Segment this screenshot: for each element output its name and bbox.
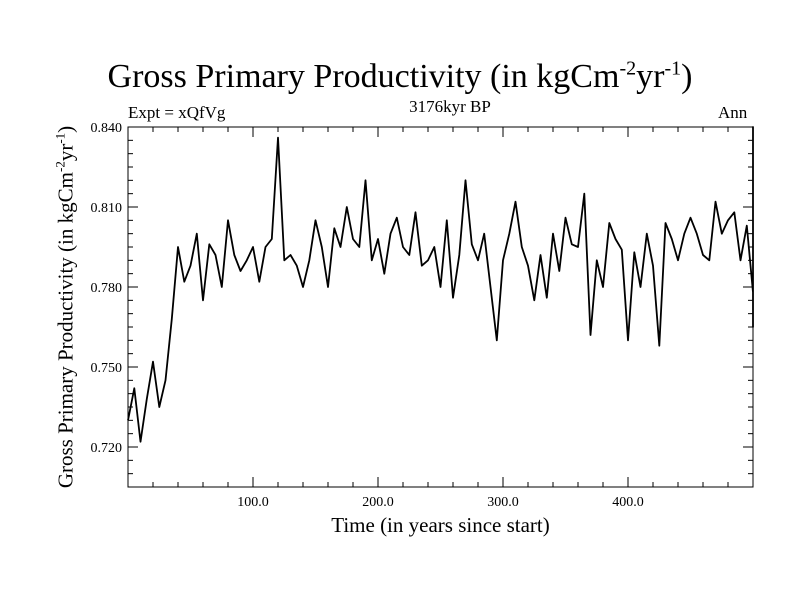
x-tick-label: 200.0 (362, 495, 394, 510)
y-tick-label: 0.780 (91, 281, 123, 296)
y-tick-label: 0.720 (91, 441, 123, 456)
y-tick-label: 0.810 (91, 201, 123, 216)
chart-subtitle: 3176kyr BP (409, 97, 491, 116)
x-tick-label: 100.0 (237, 495, 269, 510)
x-tick-label: 400.0 (612, 495, 644, 510)
x-axis-label: Time (in years since start) (331, 513, 550, 537)
y-tick-label: 0.750 (91, 361, 123, 376)
y-axis-label: Gross Primary Productivity (in kgCm-2yr-… (52, 125, 78, 489)
series-line-gpp (127, 126, 754, 443)
plot-frame (127, 126, 754, 488)
x-tick-label: 300.0 (487, 495, 519, 510)
y-tick-label: 0.840 (91, 121, 123, 136)
season-label: Ann (718, 103, 748, 122)
chart-title: Gross Primary Productivity (in kgCm-2yr-… (107, 57, 693, 95)
experiment-label: Expt = xQfVg (128, 103, 226, 122)
